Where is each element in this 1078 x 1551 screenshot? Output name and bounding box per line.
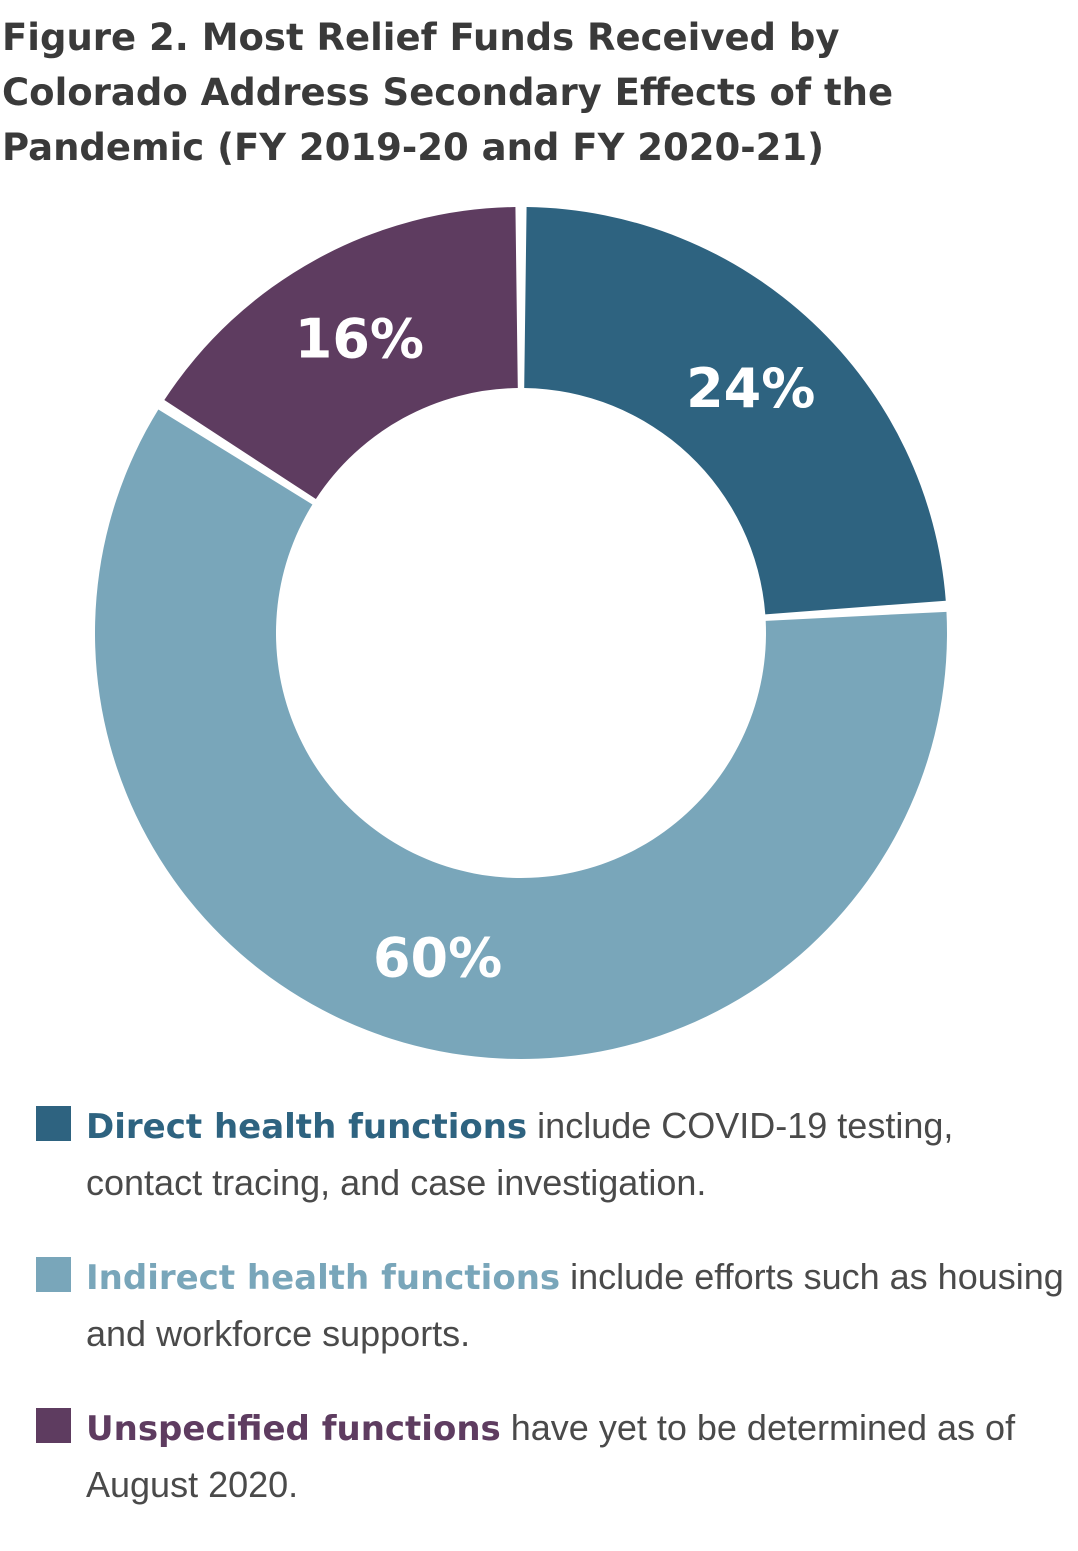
legend-term-unspecified: Unspecified functions [86, 1409, 501, 1449]
legend-description-indirect: include efforts such as housing and work… [86, 1256, 1064, 1354]
data-label-indirect: 60% [373, 927, 502, 990]
legend-item-unspecified: Unspecified functions have yet to be det… [36, 1400, 1066, 1513]
slice-unspecified [164, 207, 518, 500]
legend-description-direct: include COVID-19 testing, contact tracin… [86, 1105, 954, 1203]
legend-swatch-indirect [36, 1257, 71, 1292]
legend-swatch-unspecified [36, 1408, 71, 1443]
legend-item-indirect: Indirect health functions include effort… [36, 1249, 1066, 1362]
legend-term-direct: Direct health functions [86, 1107, 528, 1147]
data-label-direct: 24% [686, 357, 815, 420]
figure-title: Figure 2. Most Relief Funds Received by … [2, 16, 894, 169]
data-label-unspecified: 16% [295, 308, 424, 371]
legend-item-direct: Direct health functions include COVID-19… [36, 1098, 1066, 1211]
legend: Direct health functions include COVID-19… [36, 1098, 1066, 1551]
legend-swatch-direct [36, 1106, 71, 1141]
legend-term-indirect: Indirect health functions [86, 1258, 561, 1298]
slice-indirect [95, 409, 947, 1059]
slice-direct [524, 207, 946, 615]
donut-chart: 24% 60% 16% [95, 207, 947, 1059]
legend-description-unspecified: have yet to be determined as of August 2… [86, 1407, 1016, 1505]
